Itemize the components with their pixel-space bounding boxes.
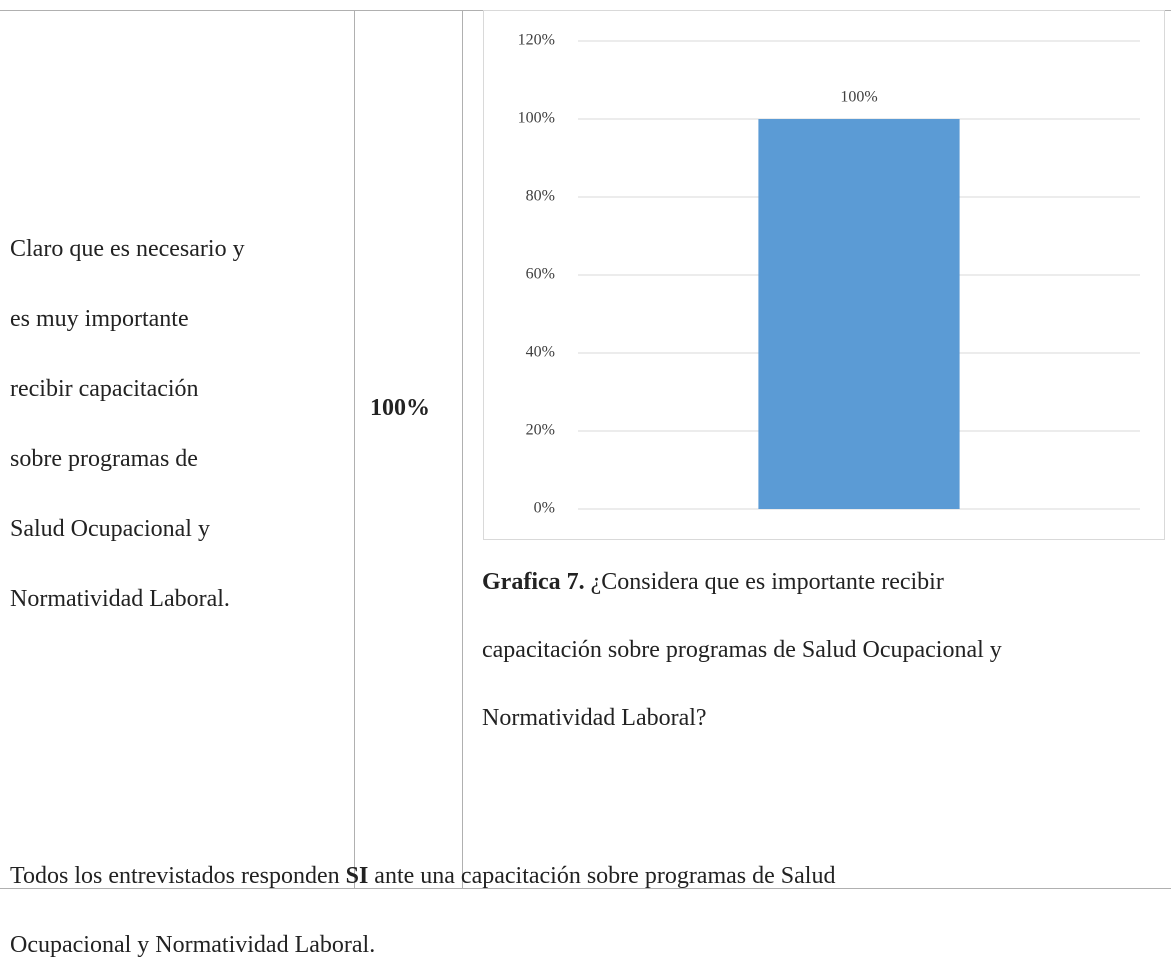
text: Todos los entrevistados responden: [10, 863, 346, 889]
cell-value: 100%: [370, 395, 430, 421]
y-tick-label: 60%: [526, 266, 555, 283]
caption: Grafica 7. ¿Considera que es importante …: [482, 548, 1002, 752]
caption-line: capacitación sobre programas de Salud Oc…: [482, 637, 1002, 663]
y-tick-label: 40%: [526, 344, 555, 361]
y-tick-label: 80%: [526, 188, 555, 205]
cell-text: Claro que es necesario y es muy important…: [10, 214, 245, 634]
y-tick-label: 120%: [518, 32, 555, 49]
cell-line: sobre programas de: [10, 446, 198, 472]
border-mid: [0, 888, 1171, 889]
caption-line: Normatividad Laboral?: [482, 705, 707, 731]
y-tick-label: 100%: [518, 110, 555, 127]
y-tick-label: 0%: [534, 500, 555, 517]
text: ante una capacitación sobre programas de…: [368, 863, 836, 889]
cell-line: recibir capacitación: [10, 376, 199, 402]
cell-line: Salud Ocupacional y: [10, 516, 210, 542]
chart: 0% 20% 40% 60% 80% 100% 120% 100%: [483, 10, 1165, 540]
cell-line: Normatividad Laboral.: [10, 586, 230, 612]
caption-label: Grafica 7.: [482, 569, 585, 595]
bar: [758, 119, 960, 509]
cell-line: es muy importante: [10, 306, 189, 332]
y-tick-label: 20%: [526, 422, 555, 439]
data-label: 100%: [840, 89, 877, 106]
conclusion: Todos los entrevistados responden SI ant…: [10, 842, 835, 974]
text-bold: SI: [345, 863, 369, 889]
text: Ocupacional y Normatividad Laboral.: [10, 932, 376, 958]
col-line: [354, 10, 355, 888]
caption-line: ¿Considera que es importante recibir: [590, 569, 944, 595]
cell-line: Claro que es necesario y: [10, 236, 245, 262]
col-line: [462, 10, 463, 888]
